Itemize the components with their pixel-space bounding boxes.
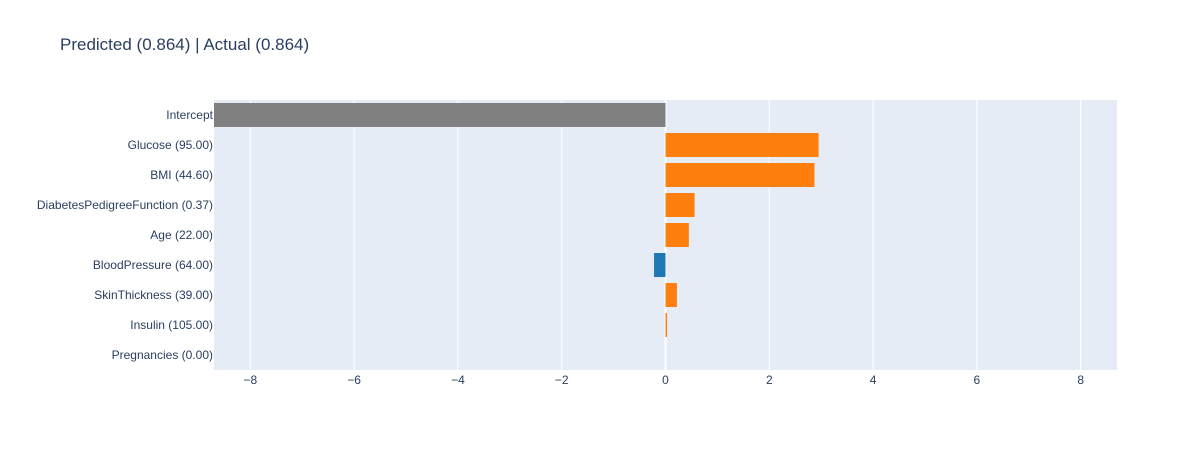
y-axis-ticks: Intercept Glucose (95.00) BMI (44.60) Diabe…	[37, 108, 214, 362]
x-tick-label: 6	[974, 373, 981, 387]
x-tick-label: −2	[555, 373, 569, 387]
bar	[665, 283, 677, 307]
bar	[654, 253, 666, 277]
y-tick-label: BMI (44.60)	[150, 168, 213, 182]
y-tick-label: SkinThickness (39.00)	[94, 288, 213, 302]
x-tick-label: 4	[870, 373, 877, 387]
x-tick-label: −4	[451, 373, 465, 387]
y-tick-label: Insulin (105.00)	[130, 318, 213, 332]
x-tick-label: −8	[243, 373, 257, 387]
x-tick-label: 0	[662, 373, 669, 387]
y-tick-label: Glucose (95.00)	[128, 138, 213, 152]
bar	[665, 163, 815, 187]
y-tick-label: DiabetesPedigreeFunction (0.37)	[37, 198, 213, 212]
bar	[665, 313, 668, 337]
bar	[665, 223, 689, 247]
bar	[214, 103, 666, 127]
x-tick-label: 2	[766, 373, 773, 387]
x-axis-ticks: −8 −6 −4 −2 0 2 4 6 8	[243, 373, 1084, 387]
chart-title: Predicted (0.864) | Actual (0.864)	[60, 35, 309, 54]
bar	[665, 133, 819, 157]
y-tick-label: Intercept	[166, 108, 213, 122]
x-tick-label: −6	[347, 373, 361, 387]
bar	[665, 193, 695, 217]
y-tick-label: Age (22.00)	[150, 228, 213, 242]
y-tick-label: BloodPressure (64.00)	[93, 258, 213, 272]
y-tick-label: Pregnancies (0.00)	[112, 348, 213, 362]
bars	[214, 103, 819, 337]
x-tick-label: 8	[1077, 373, 1084, 387]
gridlines	[249, 100, 1082, 370]
